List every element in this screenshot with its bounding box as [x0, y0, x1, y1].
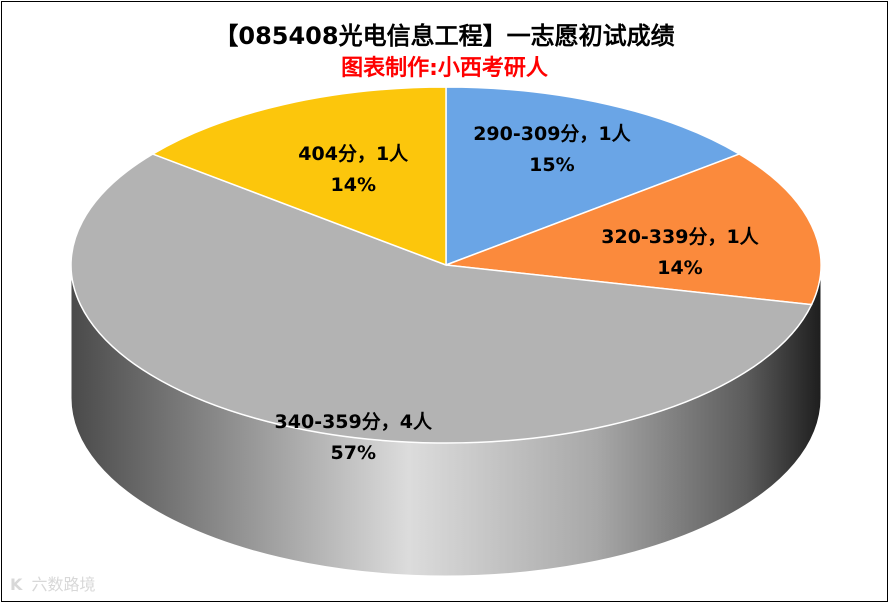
slice-percent-4: 14% [331, 174, 376, 196]
slice-percent-2: 14% [657, 257, 702, 279]
slice-percent-3: 57% [331, 442, 376, 464]
chart-subtitle: 图表制作:小西考研人 [341, 56, 548, 81]
pie-slices [70, 86, 822, 444]
pie-slice-2 [445, 153, 822, 306]
pie-slice-1 [445, 86, 741, 267]
pie-slice-4 [151, 86, 447, 267]
slice-label-4: 404分，1人 [298, 143, 409, 165]
slice-label-1: 290-309分，1人 [473, 123, 631, 145]
watermark-logo-icon: K [10, 575, 23, 594]
chart-title: 【085408光电信息工程】一志愿初试成绩 [214, 22, 675, 50]
slice-percent-1: 15% [529, 154, 574, 176]
pie-slice-3 [70, 153, 813, 444]
slice-label-2: 320-339分，1人 [601, 226, 759, 248]
slice-label-3: 340-359分，4人 [275, 411, 433, 433]
watermark: K 六数路境 [10, 571, 96, 595]
pie-labels: 290-309分，1人 15% 320-339分，1人 14% 340-359分，4人 5… [275, 123, 760, 464]
watermark-text: 六数路境 [31, 575, 96, 594]
